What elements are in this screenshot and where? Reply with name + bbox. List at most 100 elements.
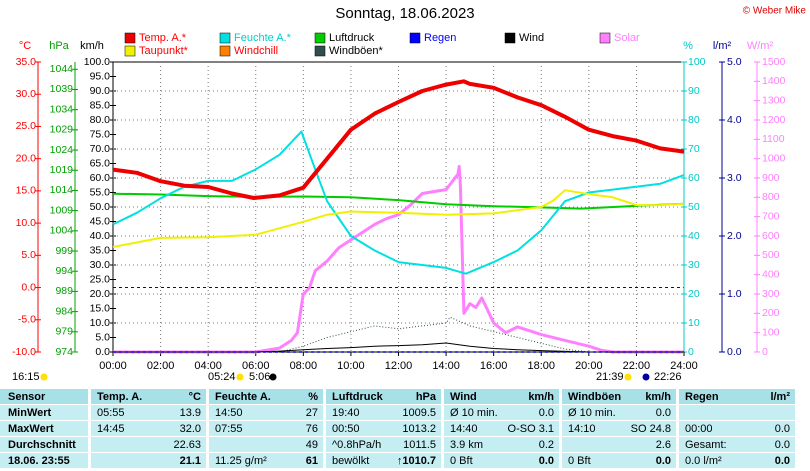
y-tick-label: 1024 xyxy=(50,144,74,156)
table-cell xyxy=(444,389,559,404)
table-cell xyxy=(91,453,206,468)
table-value: ↑1010.7 xyxy=(397,455,436,467)
table-cell xyxy=(444,421,559,436)
y-tick-label: 1039 xyxy=(50,83,74,95)
y-tick-label: 1019 xyxy=(50,164,74,176)
x-tick-label: 02:00 xyxy=(147,360,175,372)
y-tick-label: 1029 xyxy=(50,124,74,136)
y-tick-label: 90 xyxy=(688,85,700,97)
y-tick-label: 994 xyxy=(55,265,73,277)
table-text: Gesamt: xyxy=(685,439,727,451)
table-value: l/m² xyxy=(770,391,790,403)
table-cell xyxy=(679,421,795,436)
y-tick-label: 30.0 xyxy=(16,88,37,100)
y-tick-label: 5.0 xyxy=(727,56,742,68)
chart-title: Sonntag, 18.06.2023 xyxy=(335,5,474,22)
y-tick-label: 65.0 xyxy=(90,157,111,169)
y-tick-label: 200 xyxy=(762,307,780,319)
table-value: 0.0 xyxy=(656,455,671,467)
y-tick-label: 50 xyxy=(688,201,700,213)
table-text: 11.25 g/m² xyxy=(215,455,267,467)
legend-label: Luftdruck xyxy=(329,32,375,44)
table-value: 27 xyxy=(306,407,318,419)
table-value: 0.0 xyxy=(656,407,671,419)
table-value: 1013.2 xyxy=(402,423,436,435)
table-value: 21.1 xyxy=(180,455,201,467)
legend-swatch xyxy=(314,45,326,57)
table-value: 61 xyxy=(306,455,318,467)
table-value: 32.0 xyxy=(180,423,201,435)
axis-unit: hPa xyxy=(49,40,69,52)
y-tick-label: 45.0 xyxy=(90,215,111,227)
table-cell xyxy=(679,437,795,452)
row-label: Durchschnitt xyxy=(8,439,76,451)
row-label: 18.06. 23:55 xyxy=(8,455,70,467)
table-value: 0.0 xyxy=(539,455,554,467)
table-cell xyxy=(209,389,323,404)
table-cell xyxy=(444,405,559,420)
x-tick-label: 18:00 xyxy=(527,360,555,372)
y-tick-label: 1044 xyxy=(50,63,74,75)
legend-swatch xyxy=(504,32,516,44)
series-line xyxy=(112,189,685,248)
sun-moon-icon xyxy=(40,373,48,381)
table-cell xyxy=(562,421,676,436)
y-tick-label: 80.0 xyxy=(90,114,111,126)
time-annotation: 22:26 xyxy=(654,371,682,383)
y-tick-label: 70.0 xyxy=(90,143,111,155)
table-text: 14:50 xyxy=(215,407,243,419)
y-tick-label: 70 xyxy=(688,143,700,155)
legend-swatch xyxy=(219,45,231,57)
legend-swatch xyxy=(124,32,136,44)
table-value: 22.63 xyxy=(173,439,201,451)
x-tick-label: 24:00 xyxy=(670,360,698,372)
y-tick-label: 1014 xyxy=(50,184,74,196)
y-tick-label: 5.0 xyxy=(21,249,36,261)
y-tick-label: 60 xyxy=(688,172,700,184)
y-tick-label: 35.0 xyxy=(16,56,37,68)
table-cell xyxy=(0,421,88,436)
legend-label: Windböen* xyxy=(329,45,384,57)
y-tick-label: 400 xyxy=(762,268,780,280)
table-text: 0 Bft xyxy=(450,455,473,467)
y-tick-label: 25.0 xyxy=(90,273,111,285)
y-tick-label: 30.0 xyxy=(90,259,111,271)
sun-moon-icon xyxy=(624,373,632,381)
table-text: 07:55 xyxy=(215,423,243,435)
y-tick-label: 0.0 xyxy=(95,346,110,358)
y-tick-label: 974 xyxy=(55,346,73,358)
y-tick-label: 95.0 xyxy=(90,70,111,82)
table-cell xyxy=(209,421,323,436)
series-line xyxy=(113,316,684,353)
y-tick-label: 100 xyxy=(688,56,706,68)
y-tick-label: 1.0 xyxy=(727,288,742,300)
table-value: 0.0 xyxy=(775,423,790,435)
y-tick-label: 60.0 xyxy=(90,172,111,184)
table-value: O-SO 3.1 xyxy=(508,423,554,435)
table-value: 0.2 xyxy=(539,439,554,451)
axis-unit: W/m² xyxy=(747,40,774,52)
table-cell xyxy=(91,421,206,436)
x-tick-label: 20:00 xyxy=(575,360,603,372)
x-tick-label: 12:00 xyxy=(385,360,413,372)
legend-swatch xyxy=(219,32,231,44)
axis-unit: % xyxy=(683,40,693,52)
table-cell xyxy=(91,437,206,452)
axis-unit: l/m² xyxy=(713,40,732,52)
table-text: Wind xyxy=(450,391,477,403)
series-line xyxy=(112,192,685,210)
table-cell xyxy=(326,389,441,404)
y-tick-label: 25.0 xyxy=(16,120,37,132)
copyright: © Weber Mike xyxy=(743,6,807,17)
table-value: 76 xyxy=(306,423,318,435)
y-tick-label: 0.0 xyxy=(21,281,36,293)
time-annotation: 21:39 xyxy=(596,371,624,383)
sun-moon-icon xyxy=(642,373,650,381)
table-value: 1009.5 xyxy=(402,407,436,419)
y-tick-label: 20.0 xyxy=(16,152,37,164)
table-cell xyxy=(562,405,676,420)
time-annotation: 5:06 xyxy=(249,371,270,383)
table-text: Temp. A. xyxy=(97,391,142,403)
y-tick-label: 984 xyxy=(55,305,73,317)
table-text: 00:50 xyxy=(332,423,360,435)
